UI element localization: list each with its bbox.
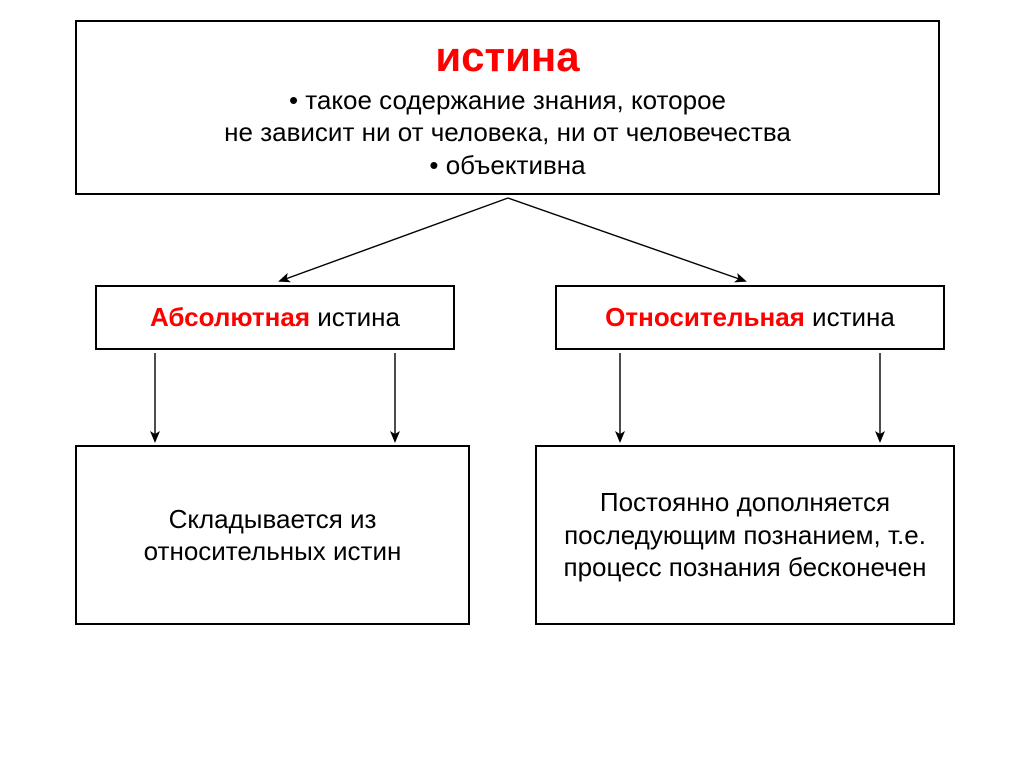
highlight-word: Относительная <box>605 302 805 332</box>
relative-description-box: Постоянно дополняется последующим познан… <box>535 445 955 625</box>
top-bullet-2: • объективна <box>429 149 585 182</box>
absolute-truth-label: Абсолютная истина <box>150 302 400 333</box>
bullet-marker: • <box>429 150 445 180</box>
absolute-description-text: Складывается из относительных истин <box>89 503 456 568</box>
top-line-2: не зависит ни от человека, ни от человеч… <box>224 116 791 149</box>
relative-truth-box: Относительная истина <box>555 285 945 350</box>
top-definition-box: истина • такое содержание знания, которо… <box>75 20 940 195</box>
absolute-description-box: Складывается из относительных истин <box>75 445 470 625</box>
diagram-title: истина <box>435 34 579 80</box>
absolute-truth-box: Абсолютная истина <box>95 285 455 350</box>
highlight-word: Абсолютная <box>150 302 310 332</box>
rest-word: истина <box>805 302 895 332</box>
top-bullet-1: • такое содержание знания, которое <box>289 84 726 117</box>
relative-truth-label: Относительная истина <box>605 302 895 333</box>
relative-description-text: Постоянно дополняется последующим познан… <box>549 486 941 584</box>
rest-word: истина <box>310 302 400 332</box>
bullet-marker: • <box>289 85 305 115</box>
bullet-text: объективна <box>446 150 586 180</box>
bullet-text: такое содержание знания, которое <box>305 85 726 115</box>
